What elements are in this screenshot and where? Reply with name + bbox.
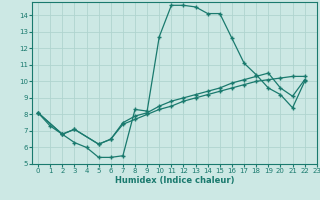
- X-axis label: Humidex (Indice chaleur): Humidex (Indice chaleur): [115, 176, 234, 185]
